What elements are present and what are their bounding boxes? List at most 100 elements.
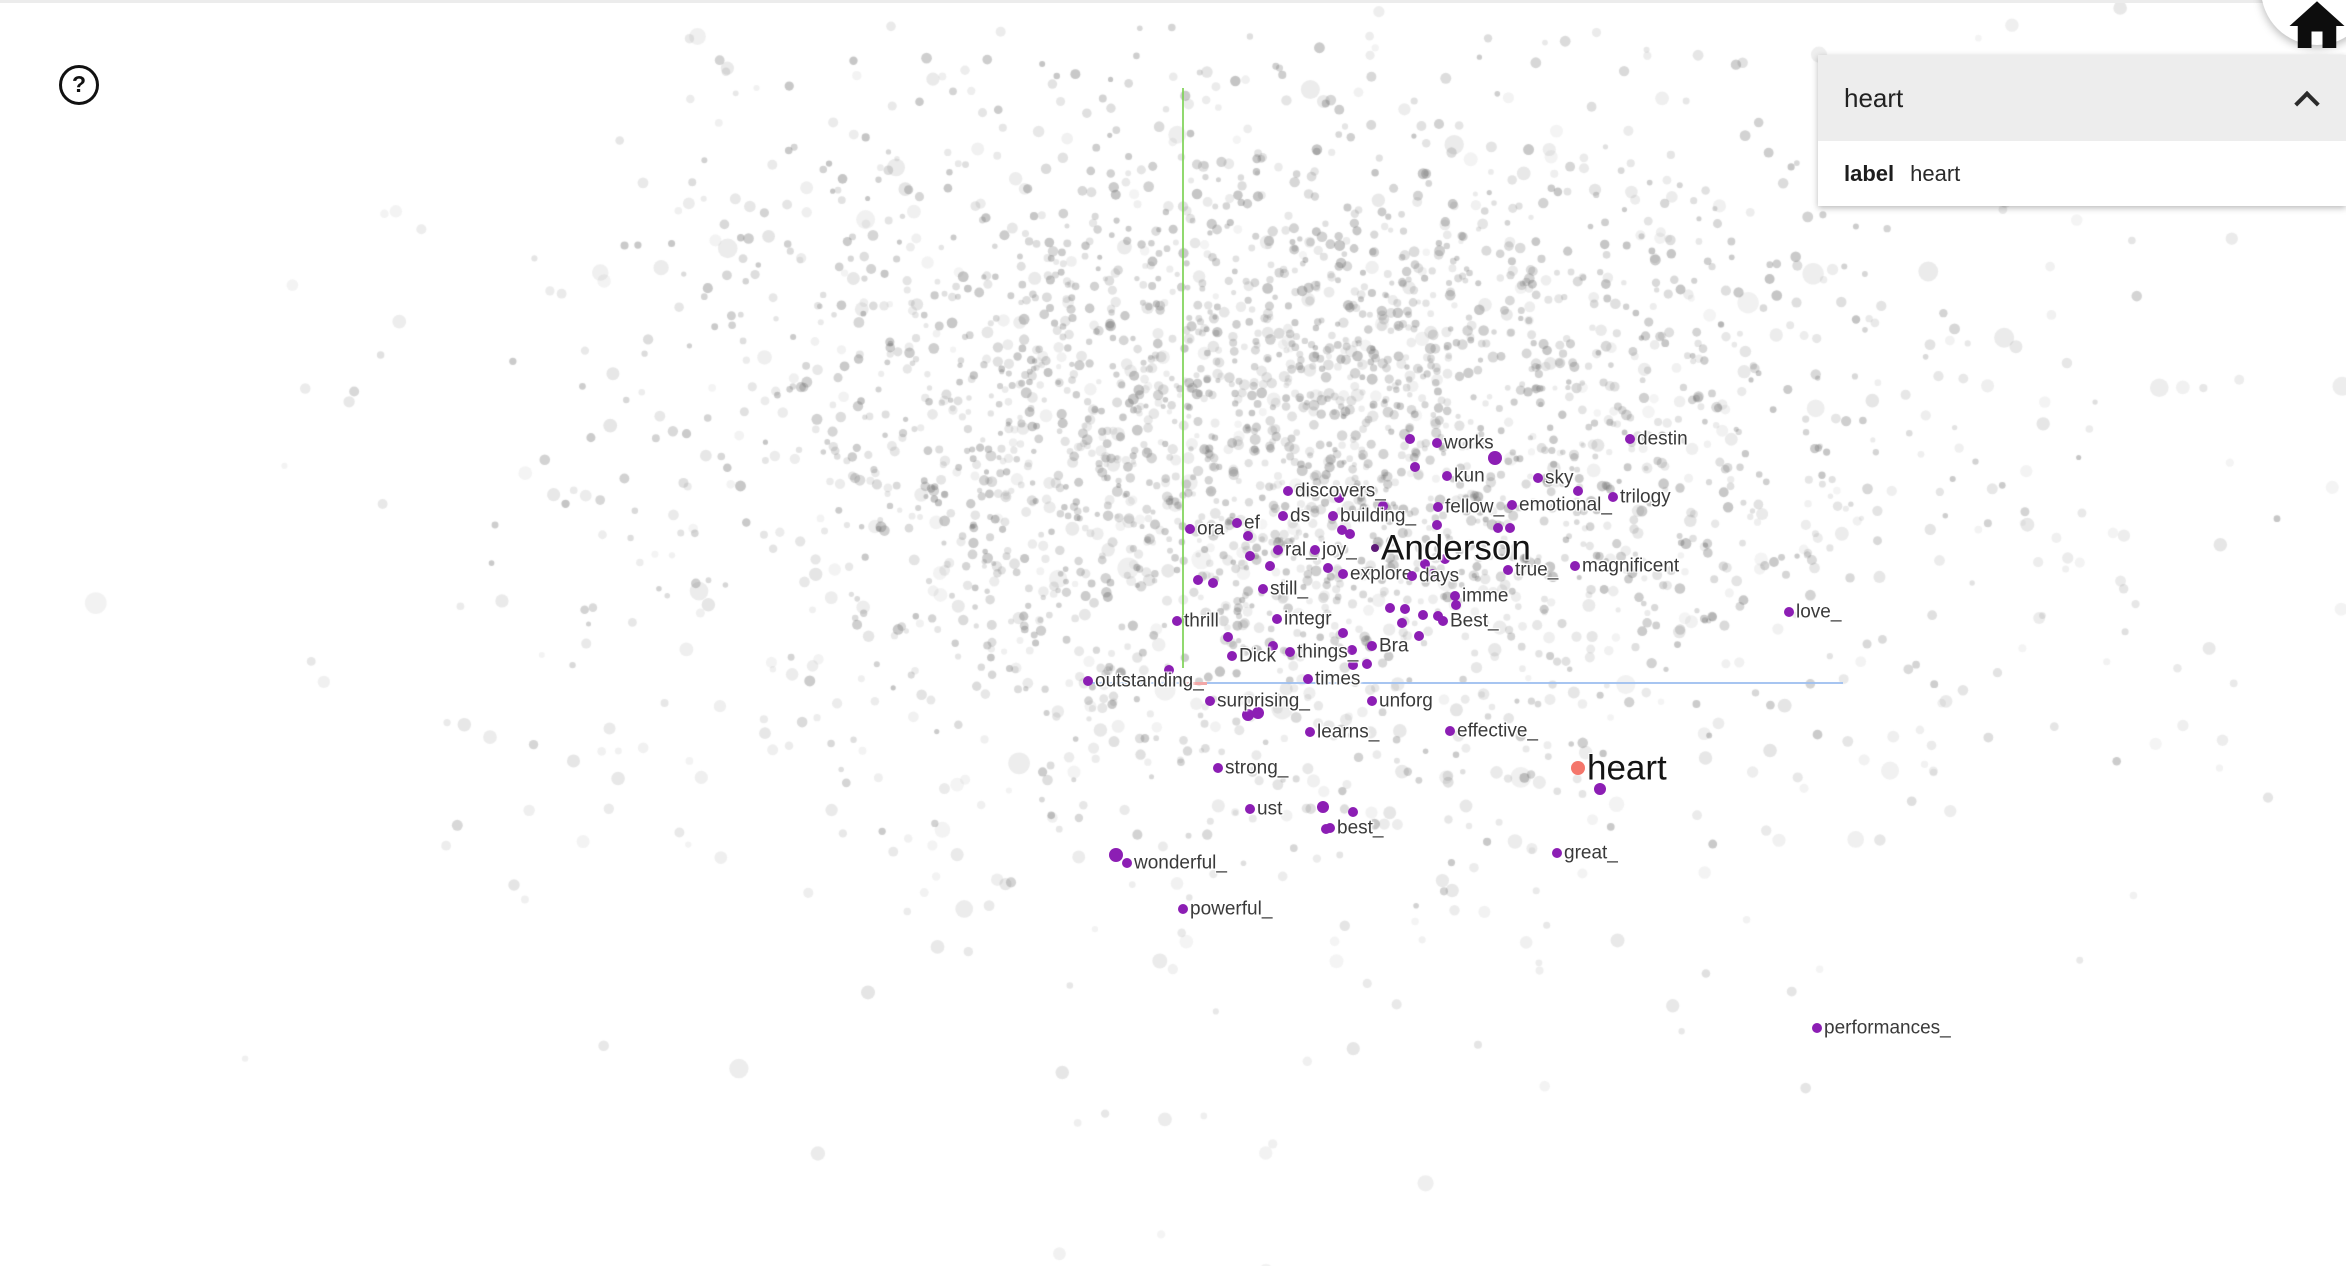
point-label-ral_[interactable]: ral_ xyxy=(1285,539,1317,561)
scatter-point[interactable] xyxy=(1323,563,1333,573)
scatter-point[interactable] xyxy=(1385,603,1395,613)
scatter-point-fellow_[interactable] xyxy=(1433,502,1443,512)
point-label-trilogy[interactable]: trilogy xyxy=(1620,486,1671,508)
point-label-surprising_[interactable]: surprising_ xyxy=(1217,690,1310,712)
point-label-learns_[interactable]: learns_ xyxy=(1317,721,1380,743)
point-label-best_[interactable]: best_ xyxy=(1337,817,1384,839)
point-label-emotional_[interactable]: emotional_ xyxy=(1519,494,1612,516)
scatter-point-best_[interactable] xyxy=(1325,823,1335,833)
scatter-point-still_[interactable] xyxy=(1258,584,1268,594)
scatter-point[interactable] xyxy=(1109,848,1123,862)
scatter-point-things_[interactable] xyxy=(1285,647,1295,657)
scatter-point-trilogy[interactable] xyxy=(1608,492,1618,502)
scatter-point[interactable] xyxy=(1317,801,1329,813)
scatter-point-kun[interactable] xyxy=(1442,471,1452,481)
point-label-Best_[interactable]: Best_ xyxy=(1450,610,1499,632)
point-label-times[interactable]: times xyxy=(1315,668,1361,690)
scatter-point[interactable] xyxy=(1410,462,1420,472)
scatter-point[interactable] xyxy=(1400,604,1410,614)
scatter-point[interactable] xyxy=(1440,554,1450,564)
point-label-great_[interactable]: great_ xyxy=(1564,842,1618,864)
scatter-point-destin[interactable] xyxy=(1625,434,1635,444)
scatter-point[interactable] xyxy=(1337,525,1347,535)
scatter-point[interactable] xyxy=(1193,575,1203,585)
scatter-point[interactable] xyxy=(1414,631,1424,641)
scatter-point[interactable] xyxy=(1265,561,1275,571)
scatter-point-Anderson[interactable] xyxy=(1371,544,1379,552)
scatter-point[interactable] xyxy=(1338,628,1348,638)
point-label-thrill[interactable]: thrill xyxy=(1184,610,1219,632)
scatter-point-ef[interactable] xyxy=(1232,518,1242,528)
scatter-point[interactable] xyxy=(1397,618,1407,628)
scatter-point[interactable] xyxy=(1493,523,1503,533)
scatter-point-ust[interactable] xyxy=(1245,804,1255,814)
point-label-kun[interactable]: kun xyxy=(1454,465,1485,487)
point-label-ef[interactable]: ef xyxy=(1244,512,1260,534)
point-label-effective_[interactable]: effective_ xyxy=(1457,720,1538,742)
point-label-joy_[interactable]: joy_ xyxy=(1322,539,1357,561)
point-label-things_[interactable]: things_ xyxy=(1297,641,1359,663)
scatter-point-discovers_[interactable] xyxy=(1283,486,1293,496)
scatter-point[interactable] xyxy=(1268,641,1278,651)
scatter-point-effective_[interactable] xyxy=(1445,726,1455,736)
scatter-point-magnificent[interactable] xyxy=(1570,561,1580,571)
scatter-point-ral_[interactable] xyxy=(1273,545,1283,555)
scatter-point[interactable] xyxy=(1362,659,1372,669)
scatter-point-emotional_[interactable] xyxy=(1507,500,1517,510)
embedding-cloud-canvas[interactable] xyxy=(0,3,2346,1266)
scatter-point-true_[interactable] xyxy=(1503,565,1513,575)
scatter-point-Best_[interactable] xyxy=(1438,616,1448,626)
scatter-point[interactable] xyxy=(1347,645,1357,655)
point-label-destin[interactable]: destin xyxy=(1637,428,1688,450)
scatter-point[interactable] xyxy=(1378,501,1388,511)
scatter-point[interactable] xyxy=(1345,529,1355,539)
scatter-point[interactable] xyxy=(1334,493,1344,503)
point-label-Bra[interactable]: Bra xyxy=(1379,635,1409,657)
point-label-sky[interactable]: sky xyxy=(1545,467,1574,489)
scatter-point-great_[interactable] xyxy=(1552,848,1562,858)
scatter-point[interactable] xyxy=(1427,569,1437,579)
projection-stage[interactable]: works destin kun sky discovers_ trilogy emotio… xyxy=(0,3,2346,1266)
point-label-ust[interactable]: ust xyxy=(1257,798,1283,820)
metadata-card-header[interactable]: heart xyxy=(1818,55,2346,141)
scatter-point-learns_[interactable] xyxy=(1305,727,1315,737)
point-label-Dick[interactable]: Dick xyxy=(1239,645,1276,667)
scatter-point-strong_[interactable] xyxy=(1213,763,1223,773)
scatter-point-performances_[interactable] xyxy=(1812,1023,1822,1033)
scatter-point[interactable] xyxy=(1252,707,1264,719)
scatter-point[interactable] xyxy=(1242,709,1254,721)
scatter-point-joy_[interactable] xyxy=(1310,545,1320,555)
point-label-powerful_[interactable]: powerful_ xyxy=(1190,898,1273,920)
scatter-point-times[interactable] xyxy=(1303,674,1313,684)
point-label-imme[interactable]: imme xyxy=(1462,585,1509,607)
point-label-unforg[interactable]: unforg xyxy=(1379,690,1433,712)
scatter-point[interactable] xyxy=(1245,551,1255,561)
scatter-point-powerful_[interactable] xyxy=(1178,904,1188,914)
point-label-true_[interactable]: true_ xyxy=(1515,559,1559,581)
scatter-point-ora[interactable] xyxy=(1185,524,1195,534)
point-label-Anderson[interactable]: Anderson xyxy=(1381,528,1531,568)
point-label-strong_[interactable]: strong_ xyxy=(1225,757,1289,779)
scatter-point[interactable] xyxy=(1164,665,1174,675)
point-label-fellow_[interactable]: fellow_ xyxy=(1445,496,1505,518)
scatter-point[interactable] xyxy=(1433,611,1443,621)
scatter-point[interactable] xyxy=(1243,531,1253,541)
scatter-point-wonderful_[interactable] xyxy=(1122,858,1132,868)
scatter-point[interactable] xyxy=(1420,559,1430,569)
scatter-point[interactable] xyxy=(1348,660,1358,670)
scatter-point[interactable] xyxy=(1488,451,1502,465)
scatter-point-outstanding_[interactable] xyxy=(1083,676,1093,686)
scatter-point[interactable] xyxy=(1505,523,1515,533)
scatter-point-ds[interactable] xyxy=(1278,511,1288,521)
point-label-discovers_[interactable]: discovers_ xyxy=(1295,480,1386,502)
point-label-building_[interactable]: building_ xyxy=(1340,505,1417,527)
scatter-point[interactable] xyxy=(1451,600,1461,610)
point-label-still_[interactable]: still_ xyxy=(1270,578,1309,600)
scatter-point[interactable] xyxy=(1348,807,1358,817)
scatter-point[interactable] xyxy=(1405,434,1415,444)
point-label-integr[interactable]: integr xyxy=(1284,608,1332,630)
scatter-point[interactable] xyxy=(1594,783,1606,795)
scatter-point-heart[interactable] xyxy=(1571,761,1585,775)
scatter-point-Bra[interactable] xyxy=(1367,641,1377,651)
point-label-wonderful_[interactable]: wonderful_ xyxy=(1134,852,1227,874)
